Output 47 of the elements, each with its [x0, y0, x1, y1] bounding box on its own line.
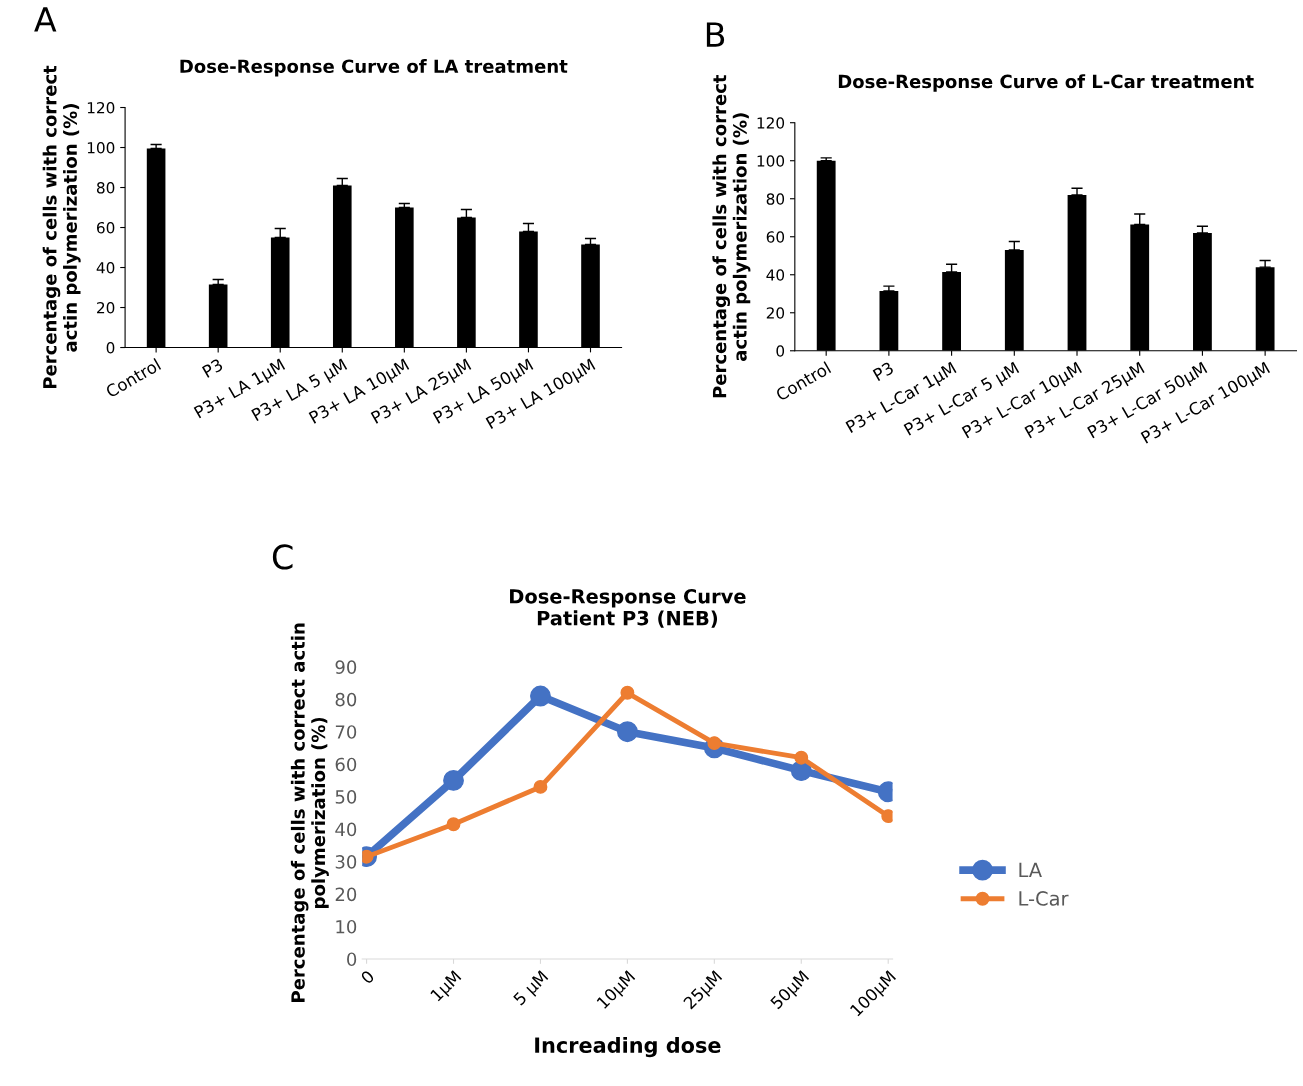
y-tick-label: 0 — [347, 952, 357, 967]
point — [533, 779, 548, 794]
point — [616, 721, 638, 743]
text: B — [706, 22, 725, 47]
x-axis-title: Increading dose — [535, 1036, 721, 1058]
y-axis-title: Percentage of cells with correct actin polymerization (%) — [712, 74, 751, 398]
x-tick-label: 5 µM — [512, 970, 551, 1009]
y-tick-label: 10 — [336, 919, 357, 934]
y-tick-label: 0 — [106, 341, 115, 354]
x-tick-label: P3 — [872, 361, 895, 382]
point — [443, 769, 464, 791]
chart-title: Dose-Response Curve Patient P3 (NEB) — [510, 588, 746, 628]
point — [446, 817, 461, 832]
y-tick-label: 60 — [335, 757, 357, 772]
y-tick-label: 20 — [97, 301, 115, 314]
y-axis-title: Percentage of cells with correct actin polymerization (%) — [290, 623, 329, 1002]
y-tick-label: 90 — [335, 660, 357, 674]
y-tick-label: 80 — [335, 692, 357, 707]
y-tick-label: 120 — [757, 117, 785, 129]
y-tick-label: 20 — [766, 307, 785, 319]
y-tick-label: 50 — [335, 790, 357, 804]
y-tick-label: 20 — [335, 887, 357, 902]
x-tick-label: 0 — [360, 969, 375, 985]
point — [620, 685, 635, 700]
y-tick-label: 100 — [87, 141, 115, 154]
y-tick-label: 30 — [335, 855, 357, 869]
y-tick-label: 40 — [766, 269, 785, 281]
point — [794, 750, 809, 765]
y-tick-label: 0 — [776, 345, 785, 357]
text: A — [34, 7, 57, 32]
y-tick-label: 80 — [96, 181, 115, 194]
y-tick-label: 60 — [96, 221, 115, 234]
y-tick-label: 70 — [335, 725, 357, 739]
y-tick-label: 120 — [87, 101, 115, 114]
text: C — [272, 544, 293, 570]
y-axis-title: Percentage of cells with correct actin polymerization (%) — [42, 65, 81, 389]
point — [530, 685, 551, 707]
y-tick-label: 40 — [96, 261, 115, 274]
y-tick-label: 100 — [757, 155, 785, 167]
y-tick-label: 80 — [766, 193, 785, 205]
chart-title: Dose-Response Curve of L-Car treatment — [838, 74, 1254, 92]
y-tick-label: 60 — [766, 231, 785, 243]
legend-label: L-Car — [1019, 891, 1069, 906]
y-tick-label: 40 — [335, 822, 357, 837]
chart-title: Dose-Response Curve of LA treatment — [180, 59, 568, 77]
x-tick-label: P3 — [201, 358, 224, 378]
legend-label: LA — [1019, 862, 1042, 877]
